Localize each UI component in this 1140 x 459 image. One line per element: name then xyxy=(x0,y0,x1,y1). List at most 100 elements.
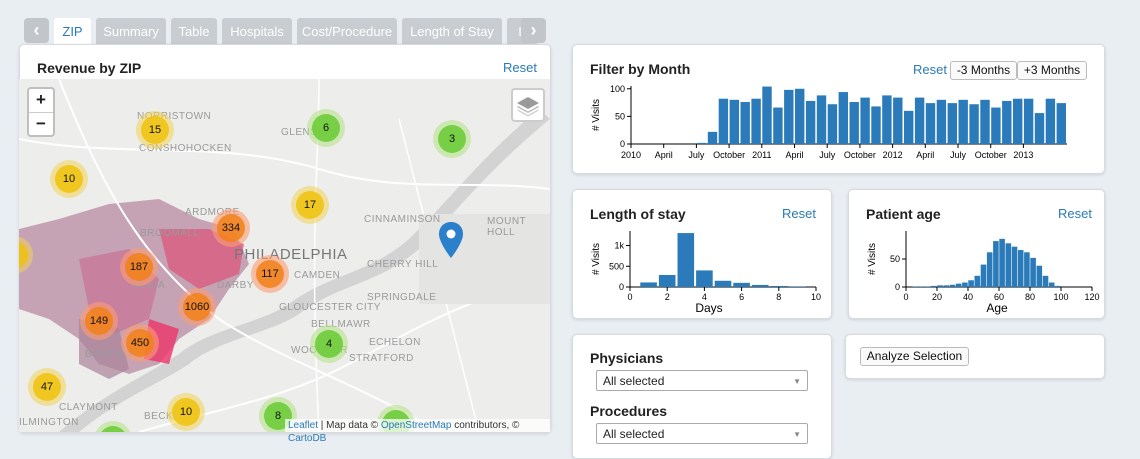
map-cluster-partial[interactable] xyxy=(19,236,33,274)
age-bar xyxy=(1005,243,1012,287)
layers-button[interactable] xyxy=(511,88,545,122)
los-bar xyxy=(658,274,676,287)
tab-zip[interactable]: ZIP xyxy=(54,18,91,45)
x-tick-label: April xyxy=(916,150,934,160)
place-label: CONSHOHOCKEN xyxy=(139,143,232,154)
plus-3-months-button[interactable]: +3 Months xyxy=(1017,61,1087,80)
procedures-label: Procedures xyxy=(590,403,668,419)
month-bar xyxy=(925,103,936,144)
age-reset-link[interactable]: Reset xyxy=(1058,206,1092,221)
place-label: BECK xyxy=(144,411,174,422)
x-tick-label: 2010 xyxy=(621,150,641,160)
filter-month-reset-link[interactable]: Reset xyxy=(913,62,947,77)
age-bar xyxy=(980,264,987,287)
map-cluster[interactable]: 10 xyxy=(167,393,205,431)
tab-summary[interactable]: Summary xyxy=(96,18,166,45)
place-label: BOOTHW xyxy=(85,349,133,360)
map-cluster[interactable]: 117 xyxy=(251,255,289,293)
map-cluster[interactable]: 17 xyxy=(291,186,329,224)
tab-prev-button[interactable]: ‹ xyxy=(24,18,49,43)
cluster-count: 10 xyxy=(55,165,83,193)
tab-table[interactable]: Table xyxy=(171,18,217,45)
osm-link[interactable]: OpenStreetMap xyxy=(380,420,452,431)
x-tick-label: 120 xyxy=(1084,292,1099,302)
y-tick-label: 0 xyxy=(620,139,625,149)
los-reset-link[interactable]: Reset xyxy=(782,206,816,221)
map-cluster[interactable]: 187 xyxy=(120,248,158,286)
leaflet-link[interactable]: Leaflet xyxy=(288,420,319,431)
age-bar xyxy=(1036,265,1043,287)
place-label: BELLMAWR xyxy=(311,319,371,330)
attribution-text: | Map data © xyxy=(318,420,381,431)
age-bar xyxy=(1017,250,1024,287)
map-cluster[interactable]: 47 xyxy=(28,368,66,406)
month-chart[interactable]: # Visits 0 50 100 2010 April July October 2011 Ap… xyxy=(585,80,1095,166)
x-axis-label: Age xyxy=(986,301,1008,315)
place-label: SPRINGDALE xyxy=(367,292,437,303)
month-bar xyxy=(849,102,859,144)
analyze-selection-button[interactable]: Analyze Selection xyxy=(860,347,969,366)
minus-3-months-button[interactable]: -3 Months xyxy=(950,61,1017,80)
place-label: CHERRY HILL xyxy=(367,259,439,270)
los-bar xyxy=(696,270,713,287)
x-tick-label: 100 xyxy=(1053,292,1068,302)
cluster-count: 450 xyxy=(126,329,154,357)
map-cluster[interactable]: 4 xyxy=(310,325,348,363)
y-tick-label: 1k xyxy=(614,241,624,251)
x-tick-label: 8 xyxy=(776,292,781,302)
tab-cost-procedure[interactable]: Cost/Procedure xyxy=(297,18,397,45)
length-of-stay-chart[interactable]: # Visits 0 500 1k 0 2 4 6 8 10 Days xyxy=(585,225,827,317)
x-tick-label: October xyxy=(713,150,745,160)
month-bar xyxy=(1034,113,1045,144)
map-cluster[interactable]: 10 xyxy=(50,160,88,198)
map-cluster[interactable]: 6 xyxy=(307,109,345,147)
map[interactable]: NORRISTOWN CONSHOHOCKEN GLENSID ARDMORE … xyxy=(19,79,550,432)
place-label: MOUNT HOLL xyxy=(487,216,526,238)
place-label: STRATFORD xyxy=(349,353,414,364)
cluster-count: 117 xyxy=(256,260,284,288)
place-label: CLAYMONT xyxy=(59,402,118,413)
patient-age-chart[interactable]: # Visits 0 50 0 20 40 60 80 100 120 Age xyxy=(861,225,1101,317)
x-tick-label: April xyxy=(785,150,803,160)
x-tick-label: 0 xyxy=(627,292,632,302)
procedures-select[interactable]: All selected ▼ xyxy=(596,423,808,444)
place-label: DARBY xyxy=(217,280,254,291)
map-cluster-partial[interactable] xyxy=(94,421,132,432)
map-cluster[interactable]: 149 xyxy=(80,302,118,340)
physicians-select[interactable]: All selected ▼ xyxy=(596,370,808,391)
map-cluster[interactable]: 450 xyxy=(121,324,159,362)
month-bar xyxy=(958,99,968,144)
age-bar xyxy=(1030,257,1036,287)
cartodb-link[interactable]: CartoDB xyxy=(288,433,327,444)
x-tick-label: 2011 xyxy=(752,150,771,160)
map-marker-icon[interactable] xyxy=(439,222,463,258)
los-bar xyxy=(733,282,750,287)
place-label: GLENSID xyxy=(281,127,329,138)
month-bar xyxy=(1045,98,1056,144)
tab-length-of-stay[interactable]: Length of Stay xyxy=(402,18,502,45)
month-bar xyxy=(762,86,772,144)
cluster-count xyxy=(99,426,127,432)
x-tick-label: 6 xyxy=(739,292,744,302)
map-cluster[interactable]: 3 xyxy=(433,120,471,158)
age-bar xyxy=(986,252,993,287)
tab-next-button[interactable]: › xyxy=(521,18,546,43)
map-cluster[interactable]: 1060 xyxy=(178,288,216,326)
age-bar xyxy=(1042,275,1049,287)
tab-hospitals[interactable]: Hospitals xyxy=(222,18,292,45)
map-cluster[interactable]: 334 xyxy=(212,209,250,247)
month-bar xyxy=(838,92,848,144)
map-cluster[interactable]: 15 xyxy=(136,111,174,149)
zoom-out-button[interactable]: − xyxy=(36,114,46,133)
month-bar xyxy=(805,100,816,144)
month-bar xyxy=(816,95,827,144)
y-axis-label: # Visits xyxy=(867,243,878,275)
place-label: ARDMORE xyxy=(185,207,240,218)
revenue-reset-link[interactable]: Reset xyxy=(503,60,537,75)
x-axis-label: Days xyxy=(695,301,722,315)
month-bar xyxy=(936,99,947,144)
attribution-text: contributors, © xyxy=(451,420,520,431)
month-bar xyxy=(751,98,761,144)
zoom-in-button[interactable]: + xyxy=(29,89,53,113)
filter-month-title: Filter by Month xyxy=(590,61,691,77)
